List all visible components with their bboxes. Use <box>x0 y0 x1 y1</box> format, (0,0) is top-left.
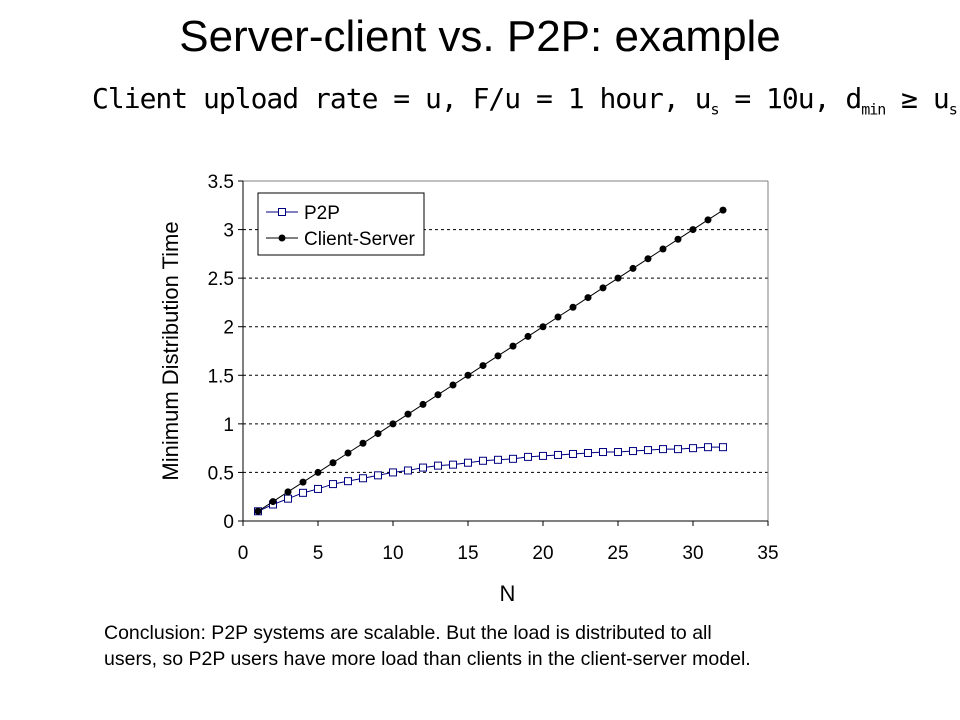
x-axis-label: N <box>500 581 516 606</box>
p2p-point <box>554 450 562 459</box>
client-server-point <box>674 235 682 243</box>
conclusion-line-1: Conclusion: P2P systems are scalable. Bu… <box>104 622 712 644</box>
client-server-point <box>284 488 292 496</box>
p2p-point <box>689 444 697 453</box>
subtitle-part-3: ≥ u <box>885 82 950 115</box>
p2p-point <box>389 468 397 477</box>
client-server-point <box>644 255 652 263</box>
client-server-point <box>269 498 277 506</box>
p2p-point <box>629 447 637 456</box>
client-server-point <box>464 371 472 379</box>
y-tick-label: 3.5 <box>208 172 234 193</box>
client-server-point <box>584 294 592 302</box>
client-server-point <box>329 459 337 467</box>
client-server-point <box>404 410 412 418</box>
y-tick-label: 1 <box>223 415 234 436</box>
p2p-point <box>659 445 667 454</box>
p2p-point <box>494 455 502 464</box>
client-server-point <box>614 274 622 282</box>
p2p-point <box>539 451 547 460</box>
p2p-point <box>704 443 712 452</box>
y-tick-label: 2 <box>223 318 234 339</box>
p2p-point <box>599 448 607 457</box>
legend-box <box>257 192 425 256</box>
p2p-point <box>404 466 412 475</box>
legend-label-p2p: P2P <box>304 203 340 224</box>
subtitle-sub-2: min <box>861 100 886 119</box>
subtitle-sub-3: s <box>948 100 958 119</box>
p2p-point <box>524 452 532 461</box>
slide-subtitle: Client upload rate = u, F/u = 1 hour, us… <box>92 82 958 119</box>
slide-title: Server-client vs. P2P: example <box>179 12 781 61</box>
p2p-point <box>569 449 577 458</box>
client-server-point <box>524 332 532 340</box>
p2p-point <box>344 477 352 486</box>
x-tick-label: 0 <box>238 543 249 564</box>
x-tick-label: 20 <box>532 543 553 564</box>
p2p-point <box>644 446 652 455</box>
p2p-point <box>479 456 487 465</box>
p2p-point <box>374 471 382 480</box>
p2p-point <box>314 484 322 493</box>
legend-marker-p2p <box>278 208 286 216</box>
client-server-point <box>629 264 637 272</box>
client-server-point <box>689 226 697 234</box>
p2p-point <box>359 474 367 483</box>
p2p-point <box>464 458 472 467</box>
client-server-point <box>389 420 397 428</box>
p2p-point <box>329 480 337 489</box>
p2p-point <box>419 463 427 472</box>
client-server-point <box>419 400 427 408</box>
x-tick-label: 25 <box>607 543 628 564</box>
client-server-point <box>719 206 727 214</box>
y-tick-label: 1.5 <box>208 366 234 387</box>
client-server-point <box>509 342 517 350</box>
y-tick-label: 0.5 <box>208 463 234 484</box>
client-server-point <box>599 284 607 292</box>
legend-label-client-server: Client-Server <box>304 229 416 250</box>
p2p-point <box>674 445 682 454</box>
client-server-point <box>299 478 307 486</box>
client-server-point <box>254 507 262 515</box>
subtitle-sub-1: s <box>710 100 719 119</box>
client-server-point <box>494 352 502 360</box>
conclusion-line-2: users, so P2P users have more load than … <box>104 648 751 670</box>
x-tick-label: 5 <box>313 543 324 564</box>
p2p-point <box>719 443 727 452</box>
client-server-point <box>704 216 712 224</box>
series-line-p2p <box>257 446 723 512</box>
p2p-point <box>434 461 442 470</box>
client-server-point <box>434 391 442 399</box>
x-tick-label: 30 <box>682 543 703 564</box>
client-server-point <box>314 468 322 476</box>
client-server-point <box>554 313 562 321</box>
p2p-point <box>614 448 622 457</box>
subtitle-part-2: = 10u, d <box>718 82 862 115</box>
y-tick-label: 0 <box>223 512 234 533</box>
p2p-point <box>449 460 457 469</box>
client-server-point <box>449 381 457 389</box>
conclusion-text: Conclusion: P2P systems are scalable. Bu… <box>104 620 924 672</box>
client-server-point <box>569 303 577 311</box>
client-server-point <box>359 439 367 447</box>
client-server-point <box>344 449 352 457</box>
y-axis-label: Minimum Distribution Time <box>158 221 183 480</box>
client-server-point <box>479 362 487 370</box>
p2p-point <box>584 449 592 457</box>
x-tick-label: 15 <box>457 543 478 564</box>
p2p-point <box>299 488 307 497</box>
client-server-point <box>374 430 382 438</box>
client-server-point <box>659 245 667 253</box>
y-tick-label: 2.5 <box>208 269 234 290</box>
subtitle-part-1: Client upload rate = u, F/u = 1 hour, u <box>92 82 711 115</box>
legend-marker-client-server <box>278 234 286 242</box>
x-tick-label: 10 <box>382 543 403 564</box>
x-tick-label: 35 <box>757 543 778 564</box>
p2p-point <box>509 454 517 463</box>
p2p-point <box>284 494 292 503</box>
client-server-point <box>539 323 547 331</box>
y-tick-label: 3 <box>223 221 234 242</box>
